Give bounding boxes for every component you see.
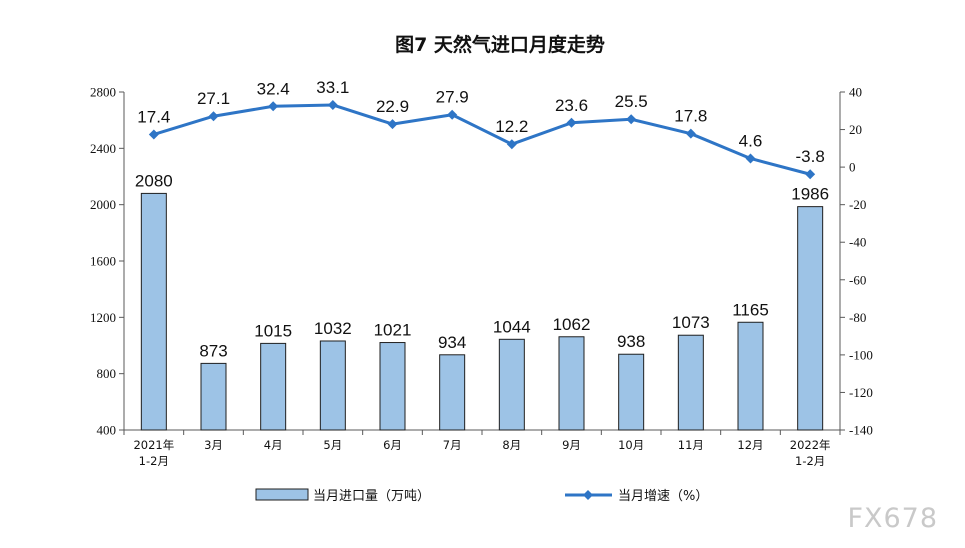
- line-point: [447, 109, 458, 120]
- bar-value-label: 1015: [254, 321, 292, 340]
- line-point: [148, 129, 159, 140]
- line-point: [566, 117, 577, 128]
- chart-title: 图7 天然气进口月度走势: [395, 33, 605, 56]
- x-axis-tick-label: 8月: [502, 438, 521, 452]
- legend-line-marker: [583, 490, 593, 500]
- x-axis-tick-label: 3月: [204, 438, 223, 452]
- x-axis-tick-label: 11月: [678, 438, 704, 452]
- line-value-label: 23.6: [555, 96, 588, 115]
- line-point: [685, 128, 696, 139]
- axes: 40080012001600200024002800-140-120-100-8…: [90, 85, 873, 469]
- bar-value-label: 1032: [314, 319, 352, 338]
- right-axis-tick-label: -100: [849, 347, 873, 362]
- line-value-label: 25.5: [615, 92, 648, 111]
- left-axis-tick-label: 2800: [90, 85, 116, 100]
- line-value-label: 27.1: [197, 89, 230, 108]
- left-axis-tick-label: 1600: [90, 254, 116, 269]
- left-axis-tick-label: 2000: [90, 197, 116, 212]
- line-point: [626, 114, 637, 125]
- line-point: [745, 153, 756, 164]
- right-axis-tick-label: -60: [849, 272, 866, 287]
- right-axis-tick-label: -20: [849, 197, 866, 212]
- line-point: [506, 139, 517, 150]
- left-axis-tick-label: 2400: [90, 141, 116, 156]
- bar-value-label: 938: [617, 332, 645, 351]
- bar-value-label: 1044: [493, 317, 531, 336]
- right-axis-tick-label: -80: [849, 310, 866, 325]
- line-value-label: -3.8: [796, 147, 825, 166]
- bar-value-label: 1073: [672, 313, 710, 332]
- line-point: [208, 111, 219, 122]
- bar: [677, 334, 704, 431]
- line-value-label: 22.9: [376, 97, 409, 116]
- line-point: [327, 99, 338, 110]
- bar: [618, 353, 645, 431]
- x-axis-tick-label: 5月: [323, 438, 342, 452]
- x-axis-tick-label: 7月: [443, 438, 462, 452]
- legend-bar-swatch: [255, 488, 309, 501]
- x-axis-tick-label: 2022年 1-2月: [790, 438, 831, 468]
- left-axis-tick-label: 1200: [90, 310, 116, 325]
- right-axis-tick-label: -140: [849, 423, 873, 438]
- line-value-label: 17.8: [674, 107, 707, 126]
- right-axis-tick-label: 0: [849, 160, 856, 175]
- line-series: 17.4 27.1 32.4 33.1 22.9 27.9 12.2 23.6 25.5 17.8…: [137, 78, 825, 180]
- legend-line-label: 当月增速（%）: [618, 489, 708, 504]
- bar-value-label: 1062: [553, 315, 591, 334]
- bar: [558, 336, 585, 431]
- right-axis-tick-label: 40: [849, 85, 862, 100]
- bar: [260, 342, 287, 431]
- bar: [140, 192, 167, 431]
- bar: [498, 338, 525, 431]
- bar: [737, 321, 764, 431]
- right-axis-tick-label: 20: [849, 122, 862, 137]
- bar-value-label: 2080: [135, 171, 173, 190]
- line-value-label: 27.9: [436, 88, 469, 107]
- line-value-label: 12.2: [495, 117, 528, 136]
- x-axis-tick-label: 10月: [618, 438, 644, 452]
- bar: [379, 342, 406, 431]
- line-value-label: 17.4: [137, 107, 170, 126]
- line-value-label: 32.4: [257, 79, 290, 98]
- left-axis-tick-label: 800: [97, 366, 117, 381]
- bar: [439, 354, 466, 431]
- bar-value-label: 1165: [732, 300, 769, 319]
- bar-value-label: 873: [199, 341, 227, 360]
- line-point: [805, 169, 816, 180]
- x-axis-tick-label: 4月: [264, 438, 283, 452]
- bar-value-label: 934: [438, 333, 466, 352]
- legend-bar-label: 当月进口量（万吨）: [313, 489, 430, 504]
- bar: [200, 362, 227, 431]
- bar-value-label: 1986: [791, 185, 829, 204]
- line-value-label: 33.1: [316, 78, 349, 97]
- watermark: FX678: [847, 503, 938, 534]
- x-axis-tick-label: 2021年 1-2月: [133, 438, 174, 468]
- line-value-label: 4.6: [739, 131, 763, 150]
- bar: [319, 340, 346, 431]
- legend: 当月进口量（万吨） 当月增速（%）: [255, 488, 708, 504]
- bar-series: 2080 873 1015 1032 1021 934 1044 1062 938 1073 116…: [135, 171, 829, 431]
- bar-value-label: 1021: [374, 321, 412, 340]
- line-point: [268, 101, 279, 112]
- line-point: [387, 119, 398, 130]
- bar: [797, 206, 824, 431]
- line-path: [153, 103, 811, 176]
- right-axis-tick-label: -120: [849, 385, 873, 400]
- x-axis-tick-label: 12月: [737, 438, 763, 452]
- right-axis-tick-label: -40: [849, 235, 866, 250]
- left-axis-tick-label: 400: [97, 423, 117, 438]
- x-axis-tick-label: 9月: [562, 438, 581, 452]
- x-axis-tick-label: 6月: [383, 438, 402, 452]
